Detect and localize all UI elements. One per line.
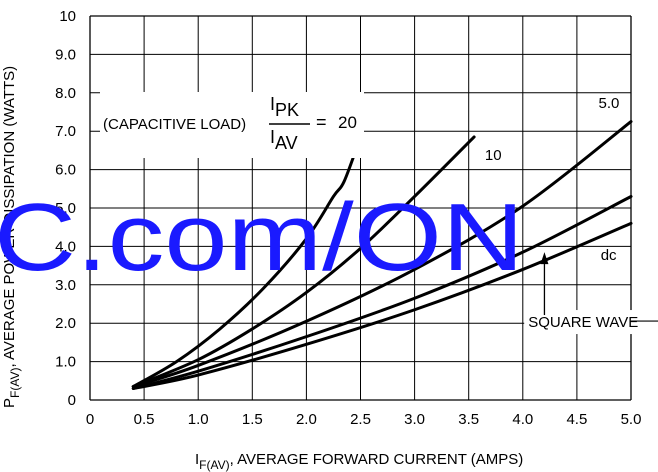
y-axis-title-rest: , AVERAGE POWER DISSIPATION (WATTS) (1, 66, 18, 368)
y-tick-label: 10 (59, 8, 76, 25)
y-tick-label: 2.0 (55, 315, 76, 332)
y-tick-label: 3.0 (55, 277, 76, 294)
ratio-annotation: (CAPACITIVE LOAD) IPK IAV = 20 (100, 92, 364, 158)
y-axis-title: PF(AV), AVERAGE POWER DISSIPATION (WATTS… (1, 66, 22, 408)
y-tick-label: 6.0 (55, 162, 76, 179)
annotation-den-main: I (270, 127, 275, 147)
y-tick-label: 0 (68, 392, 76, 409)
annotation-prefix: (CAPACITIVE LOAD) (103, 116, 246, 133)
x-tick-label: 1.0 (188, 411, 209, 428)
curve-square-wave-2 (131, 194, 633, 390)
annotation-background (100, 92, 364, 158)
x-tick-label: 4.0 (512, 411, 533, 428)
y-tick-label: 4.0 (55, 238, 76, 255)
x-axis-title-sub: F(AV) (199, 458, 229, 472)
annotation-numerator: IPK (270, 94, 299, 120)
y-axis-title-sub: F(AV) (8, 368, 22, 398)
y-tick-label: 1.0 (55, 354, 76, 371)
x-axis-title-rest: , AVERAGE FORWARD CURRENT (AMPS) (230, 451, 524, 468)
square-wave-arrowhead (540, 252, 549, 265)
curve-20 (131, 135, 362, 389)
y-tick-label: 5.0 (55, 200, 76, 217)
x-tick-label: 3.5 (458, 411, 479, 428)
annotation-value: 20 (338, 113, 357, 132)
square-wave-callout: SQUARE WAVE (524, 252, 658, 335)
annotation-den-sub: AV (275, 133, 298, 153)
annotation-num-sub: PK (275, 100, 299, 120)
curve-label: 5.0 (599, 95, 620, 112)
x-tick-label: 4.5 (566, 411, 587, 428)
x-tick-labels: 0 0.5 1.0 1.5 2.0 2.5 3.0 3.5 4.0 4.5 5.0 (86, 411, 642, 428)
x-axis-title-main: I (195, 451, 199, 468)
y-tick-label: 7.0 (55, 123, 76, 140)
curves (131, 120, 633, 390)
curve-label: dc (601, 247, 617, 264)
y-tick-label: 9.0 (55, 46, 76, 63)
curve-dc (131, 221, 633, 390)
x-tick-label: 0.5 (134, 411, 155, 428)
watermark: C.com/ON (0, 184, 524, 291)
annotation-equals: = (316, 112, 327, 132)
square-wave-label-background (524, 310, 658, 335)
x-tick-label: 5.0 (621, 411, 642, 428)
x-axis-title: IF(AV), AVERAGE FORWARD CURRENT (AMPS) (195, 451, 523, 472)
x-tick-label: 2.0 (296, 411, 317, 428)
annotation-num-main: I (270, 94, 275, 114)
annotation-denominator: IAV (270, 127, 298, 153)
curve-label: 10 (485, 147, 502, 164)
curve-labels: 10 5.0 dc (485, 95, 619, 264)
curve-5-0 (131, 120, 633, 389)
x-tick-label: 1.5 (242, 411, 263, 428)
y-tick-label: 8.0 (55, 85, 76, 102)
curve-10 (131, 135, 476, 389)
y-tick-labels: 0 1.0 2.0 3.0 4.0 5.0 6.0 7.0 8.0 9.0 10 (55, 8, 76, 409)
x-tick-label: 3.0 (404, 411, 425, 428)
x-tick-label: 2.5 (350, 411, 371, 428)
y-axis-title-main: P (1, 398, 18, 408)
x-tick-label: 0 (86, 411, 94, 428)
square-wave-label: SQUARE WAVE (528, 314, 638, 331)
